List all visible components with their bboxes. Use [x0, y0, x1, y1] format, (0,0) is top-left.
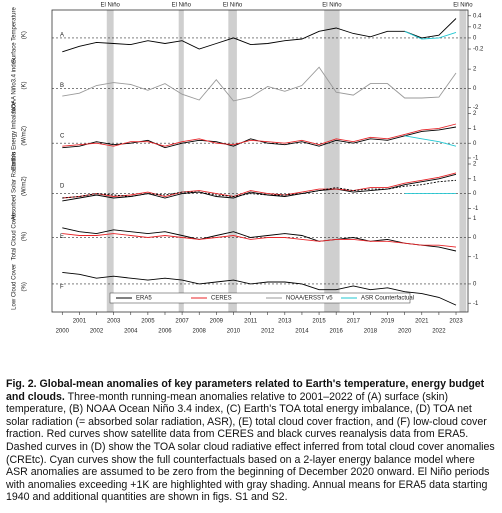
x-tick-label: 2009 [210, 319, 224, 325]
x-tick-label: 2005 [141, 319, 155, 325]
panel-label: B [60, 83, 64, 89]
legend-box [109, 292, 411, 304]
y-tick-label: -1 [473, 156, 479, 162]
y-axis-label: Surface Temperature [12, 7, 18, 64]
y-tick-label: 2 [473, 162, 477, 168]
series-line [62, 66, 457, 102]
y-tick-label: 1 [473, 216, 477, 222]
y-axis-label: NOAA Niño3.4 index [12, 58, 18, 113]
y-axis-unit: (W/m2) [22, 126, 28, 146]
x-tick-label: 2011 [244, 319, 258, 325]
y-tick-label: 0 [473, 282, 477, 288]
x-tick-label: 2021 [415, 319, 429, 325]
y-tick-label: 0 [473, 191, 477, 197]
series-line [62, 18, 457, 53]
y-axis-unit: (K) [22, 82, 28, 90]
el-nino-band [459, 10, 467, 312]
y-tick-label: 0.4 [473, 13, 482, 19]
y-axis-label: Low Cloud Cover [12, 264, 18, 310]
x-tick-label: 2019 [381, 319, 395, 325]
el-nino-label: El Niño [172, 3, 192, 9]
y-tick-label: 2 [473, 111, 477, 117]
chart: El Niño El Niño El Niño El Niño El Niño20002… [12, 3, 484, 335]
el-nino-label: El Niño [223, 3, 243, 9]
x-tick-label: 2018 [364, 329, 378, 335]
el-nino-label: El Niño [322, 3, 342, 9]
x-tick-label: 2008 [193, 329, 207, 335]
panel-label: A [60, 33, 64, 39]
x-tick-label: 2006 [158, 329, 172, 335]
series-line [404, 30, 457, 40]
legend-label: ASR Counterfactual [361, 296, 414, 302]
legend-label: CERES [211, 296, 232, 302]
el-nino-band [106, 10, 114, 312]
y-axis-label: Total Cloud Cover [12, 213, 18, 261]
x-tick-label: 2004 [124, 329, 138, 335]
series-line [62, 123, 457, 147]
series-line [62, 233, 457, 248]
x-tick-label: 2015 [312, 319, 326, 325]
y-tick-label: 0 [473, 235, 477, 241]
caption-body: Three-month running-mean anomalies relat… [6, 390, 495, 504]
y-tick-label: 1 [473, 176, 477, 182]
y-tick-label: 0 [473, 36, 477, 42]
series-line [62, 179, 457, 199]
panel-label: D [60, 184, 65, 190]
x-tick-label: 2017 [347, 319, 361, 325]
y-tick-label: -1 [473, 254, 479, 260]
y-axis-unit: (%) [22, 232, 28, 241]
el-nino-band [228, 10, 237, 312]
el-nino-band [178, 10, 184, 312]
y-tick-label: -1 [473, 206, 479, 212]
el-nino-band [324, 10, 340, 312]
plot-frame [51, 9, 469, 313]
y-tick-label: -2 [473, 105, 479, 111]
x-tick-label: 2001 [73, 319, 87, 325]
y-tick-label: 0.2 [473, 24, 482, 30]
x-tick-label: 2007 [175, 319, 189, 325]
legend-label: ERA5 [136, 296, 152, 302]
series-line [62, 271, 457, 306]
x-tick-label: 2023 [449, 319, 463, 325]
panel-label: E [60, 234, 64, 240]
series-line [62, 227, 457, 252]
x-tick-label: 2020 [398, 329, 412, 335]
y-tick-label: 1 [473, 126, 477, 132]
series-line [62, 172, 457, 199]
panel-label: F [60, 284, 64, 290]
x-tick-label: 2014 [295, 329, 309, 335]
x-tick-label: 2022 [432, 329, 446, 335]
caption: Fig. 2. Global-mean anomalies of key par… [6, 378, 496, 504]
y-axis-unit: (%) [22, 282, 28, 291]
x-tick-label: 2010 [227, 329, 241, 335]
el-nino-label: El Niño [101, 3, 121, 9]
x-tick-label: 2003 [107, 319, 121, 325]
x-tick-label: 2013 [278, 319, 292, 325]
legend-label: NOAA/ERSST v5 [286, 296, 333, 302]
y-axis-unit: (W/m2) [22, 176, 28, 196]
y-axis-label: Absorbed Solar Radiation [12, 152, 18, 220]
x-tick-label: 2000 [56, 329, 70, 335]
caption-title: Fig. 2. Global-mean anomalies of key par… [6, 378, 485, 403]
y-tick-label: 0 [473, 141, 477, 147]
y-tick-label: 2 [473, 67, 477, 73]
x-tick-label: 2002 [90, 329, 104, 335]
y-tick-label: -0.2 [473, 47, 484, 53]
y-tick-label: 0 [473, 86, 477, 92]
series-line [404, 135, 457, 147]
el-nino-label: El Niño [453, 3, 473, 9]
y-axis-label: Earth's Energy Imbalance [12, 101, 18, 170]
x-tick-label: 2012 [261, 329, 275, 335]
panel-label: C [60, 133, 65, 139]
y-tick-label: -1 [473, 301, 479, 307]
x-tick-label: 2016 [330, 329, 344, 335]
y-axis-unit: (K) [22, 31, 28, 39]
